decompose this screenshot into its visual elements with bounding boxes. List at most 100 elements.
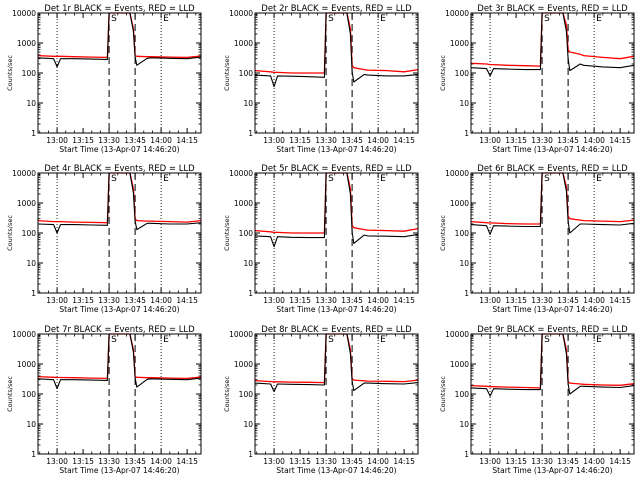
y-tick-label: 1 bbox=[248, 289, 253, 298]
x-tick-label: 14:15 bbox=[393, 136, 415, 145]
x-tick-label: 14:15 bbox=[609, 457, 631, 466]
y-tick-label: 1000 bbox=[450, 199, 469, 208]
x-axis-label: Start Time (13-Apr-07 14:46:20) bbox=[59, 466, 179, 475]
lld-series-line bbox=[254, 12, 419, 74]
x-tick-label: 13:45 bbox=[341, 136, 363, 145]
y-tick-label: 1 bbox=[31, 129, 36, 138]
x-tick-label: 14:00 bbox=[583, 136, 605, 145]
plot-frame bbox=[470, 333, 635, 455]
x-tick-label: 13:30 bbox=[98, 136, 120, 145]
start-marker-label: S bbox=[111, 14, 117, 24]
y-tick-label: 10000 bbox=[229, 330, 253, 339]
x-tick-label: 14:00 bbox=[150, 136, 172, 145]
x-tick-label: 13:45 bbox=[341, 457, 363, 466]
y-axis-label: Counts/sec bbox=[439, 55, 447, 91]
y-tick-label: 10 bbox=[243, 420, 253, 429]
y-tick-label: 10 bbox=[26, 420, 36, 429]
y-axis-label: Counts/sec bbox=[439, 215, 447, 251]
lld-series-line bbox=[37, 333, 202, 380]
x-tick-label: 14:15 bbox=[176, 457, 198, 466]
panel-title: Det 4r BLACK = Events, RED = LLD bbox=[44, 164, 195, 174]
events-series-line bbox=[254, 12, 419, 88]
x-tick-label: 13:15 bbox=[289, 296, 311, 305]
x-tick-label: 13:15 bbox=[72, 136, 94, 145]
start-marker-label: S bbox=[328, 335, 334, 345]
x-tick-label: 13:00 bbox=[263, 457, 285, 466]
start-marker-label: S bbox=[544, 335, 550, 345]
start-marker-label: S bbox=[544, 14, 550, 24]
x-tick-label: 13:45 bbox=[124, 296, 146, 305]
y-tick-label: 10000 bbox=[12, 169, 36, 178]
events-series-line bbox=[37, 333, 202, 390]
end-marker-label: E bbox=[380, 174, 386, 184]
y-tick-label: 1 bbox=[464, 129, 469, 138]
x-tick-label: 14:00 bbox=[367, 136, 389, 145]
lld-series-line bbox=[254, 333, 419, 384]
y-tick-label: 1000 bbox=[234, 39, 253, 48]
x-tick-label: 13:15 bbox=[289, 457, 311, 466]
y-tick-label: 100 bbox=[455, 390, 470, 399]
x-tick-label: 13:00 bbox=[479, 136, 501, 145]
plot-frame bbox=[470, 172, 635, 294]
x-tick-label: 13:00 bbox=[479, 296, 501, 305]
x-tick-label: 14:00 bbox=[367, 296, 389, 305]
x-axis-label: Start Time (13-Apr-07 14:46:20) bbox=[59, 305, 179, 314]
x-tick-label: 13:45 bbox=[557, 136, 579, 145]
y-tick-label: 1 bbox=[248, 450, 253, 459]
y-tick-label: 100 bbox=[239, 69, 254, 78]
panel-title: Det 5r BLACK = Events, RED = LLD bbox=[261, 164, 412, 174]
x-tick-label: 13:00 bbox=[263, 296, 285, 305]
x-tick-label: 13:30 bbox=[531, 136, 553, 145]
y-tick-label: 1 bbox=[248, 129, 253, 138]
y-tick-label: 10 bbox=[459, 99, 469, 108]
end-marker-label: E bbox=[380, 14, 386, 24]
plot-frame bbox=[37, 172, 202, 294]
y-tick-label: 100 bbox=[239, 390, 254, 399]
x-tick-label: 13:30 bbox=[98, 296, 120, 305]
end-marker-label: E bbox=[163, 14, 169, 24]
y-tick-label: 10000 bbox=[12, 9, 36, 18]
x-tick-label: 14:15 bbox=[176, 136, 198, 145]
y-tick-label: 100 bbox=[455, 229, 470, 238]
end-marker-label: E bbox=[163, 335, 169, 345]
x-tick-label: 13:00 bbox=[46, 136, 68, 145]
y-tick-label: 100 bbox=[455, 69, 470, 78]
y-tick-label: 10 bbox=[243, 99, 253, 108]
panel-title: Det 2r BLACK = Events, RED = LLD bbox=[261, 4, 412, 14]
x-tick-label: 14:00 bbox=[583, 457, 605, 466]
lld-series-line bbox=[254, 172, 419, 234]
y-tick-label: 1000 bbox=[17, 199, 36, 208]
y-tick-label: 10000 bbox=[12, 330, 36, 339]
x-tick-label: 13:45 bbox=[341, 296, 363, 305]
y-tick-label: 10 bbox=[26, 99, 36, 108]
y-tick-label: 10 bbox=[26, 259, 36, 268]
x-tick-label: 13:00 bbox=[46, 296, 68, 305]
start-marker-label: S bbox=[111, 174, 117, 184]
x-tick-label: 14:15 bbox=[393, 296, 415, 305]
y-tick-label: 100 bbox=[22, 69, 37, 78]
x-tick-label: 13:30 bbox=[531, 296, 553, 305]
events-series-line bbox=[470, 172, 635, 235]
start-marker-label: S bbox=[328, 14, 334, 24]
y-tick-label: 1000 bbox=[450, 360, 469, 369]
events-series-line bbox=[254, 172, 419, 248]
start-marker-label: S bbox=[544, 174, 550, 184]
panel-title: Det 8r BLACK = Events, RED = LLD bbox=[261, 325, 412, 335]
y-tick-label: 10 bbox=[459, 420, 469, 429]
x-tick-label: 13:45 bbox=[557, 457, 579, 466]
x-tick-label: 14:00 bbox=[150, 457, 172, 466]
y-tick-label: 100 bbox=[22, 390, 37, 399]
plot-frame bbox=[254, 333, 419, 455]
x-tick-label: 13:00 bbox=[46, 457, 68, 466]
x-tick-label: 13:30 bbox=[315, 457, 337, 466]
y-axis-label: Counts/sec bbox=[223, 55, 231, 91]
x-tick-label: 14:00 bbox=[150, 296, 172, 305]
x-tick-label: 13:15 bbox=[505, 457, 527, 466]
